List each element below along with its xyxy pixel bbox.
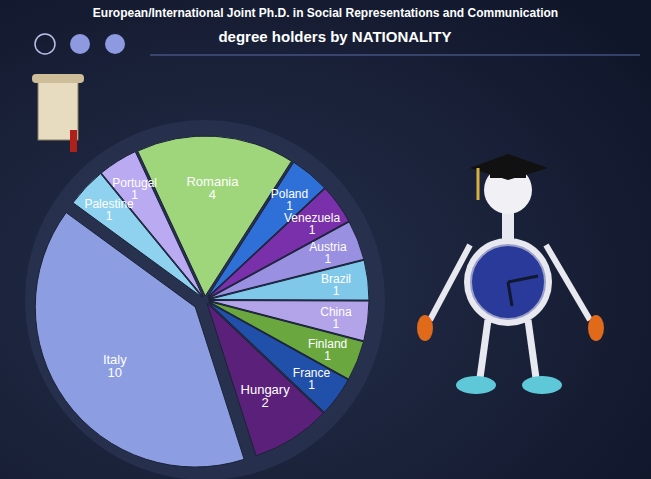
header-rule [150,55,640,56]
header-dot [70,34,90,54]
slice-value: 10 [108,365,122,380]
slice [73,174,202,298]
slice [209,260,369,300]
pie-backdrop [25,120,385,479]
slice-label: Palestine1 [84,197,134,223]
subtitle: degree holders by NATIONALITY [218,28,451,45]
mascot-clock-hand [508,282,512,306]
slice-label: Brazil1 [321,272,351,298]
slice-value: 2 [261,395,268,410]
background [0,0,651,479]
slice-value: 1 [325,252,332,266]
slice-label: Portugal1 [112,176,157,202]
header-dot [35,34,55,54]
mascot-cap [470,154,548,180]
mascot-hand [588,315,604,341]
mascot-shoe [522,376,562,394]
slice-label: France1 [293,366,331,392]
mascot-leg [480,320,488,378]
slice-value: 1 [131,188,138,202]
slices [35,136,369,467]
slice-value: 1 [333,284,340,298]
slice-value: 1 [308,378,315,392]
title: European/International Joint Ph.D. in So… [93,6,558,20]
mascot-clock-hand [508,276,538,282]
mascot-hand [417,315,433,341]
slice-label: Poland1 [271,187,308,213]
mascot-shoe [456,376,496,394]
mascot-tassel [477,168,480,200]
slice-label: Finland1 [308,337,347,363]
scroll-ribbon [70,130,77,152]
slice-value: 1 [324,349,331,363]
labels: Romania4 Poland1Venezuela1 Austria1 Brazil1… [84,174,351,410]
slice-label: Venezuela1 [284,211,340,237]
mascot-neck [502,212,514,242]
scroll-icon [32,74,84,152]
mascot-body [464,238,552,326]
slice-value: 1 [333,317,340,331]
slice-value: 4 [209,187,216,202]
slice-value: 1 [309,223,316,237]
slice-value: 1 [106,209,113,223]
chart-root: European/International Joint Ph.D. in So… [0,0,651,479]
slice-label: China1 [320,305,352,331]
slice-label: Austria1 [309,240,347,266]
header-dot [105,34,125,54]
mascot [417,154,604,394]
slice [101,152,203,297]
mascot-arm [430,245,470,320]
mascot-arm [546,245,590,320]
slice-label: Romania4 [186,174,239,202]
mascot-leg [528,320,536,378]
chart: European/International Joint Ph.D. in So… [0,0,651,479]
slice-label: Hungary2 [241,382,291,410]
slice-label: Italy10 [103,352,127,380]
mascot-cap [490,168,526,178]
mascot-clock [471,245,545,319]
scroll-roll [32,74,84,83]
mascot-head [484,166,532,214]
